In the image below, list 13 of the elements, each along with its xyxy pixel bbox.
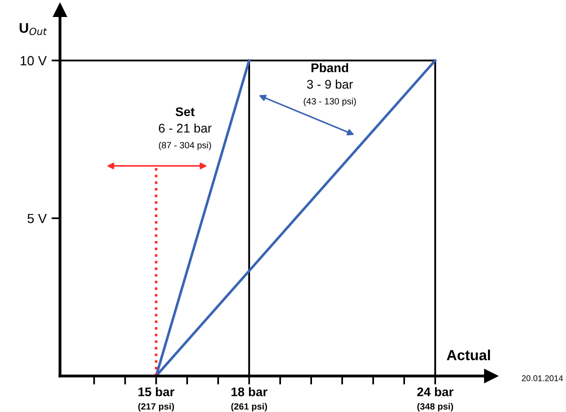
annotation: (217 psi) [138,403,174,412]
x-tick-label: 24 bar [417,387,454,396]
x-tick-label: 15 bar [138,387,174,396]
x-axis-title: Actual [446,350,490,360]
y-axis-title: U$_{Out}$ [20,23,47,36]
y-tick-label: 10 V [20,56,47,66]
annotation: (348 psi) [417,403,454,412]
annotation: Pband 3 - 9 bar (43 - 130 psi) [304,63,356,106]
annotation: Set 6 - 21 bar (87 - 304 psi) [158,107,212,150]
text: 20.01.2014 [522,375,563,382]
x-tick-label: 18 bar [232,387,268,396]
y-tick-label: 5 V [28,214,47,224]
annotation: (261 psi) [231,403,268,412]
